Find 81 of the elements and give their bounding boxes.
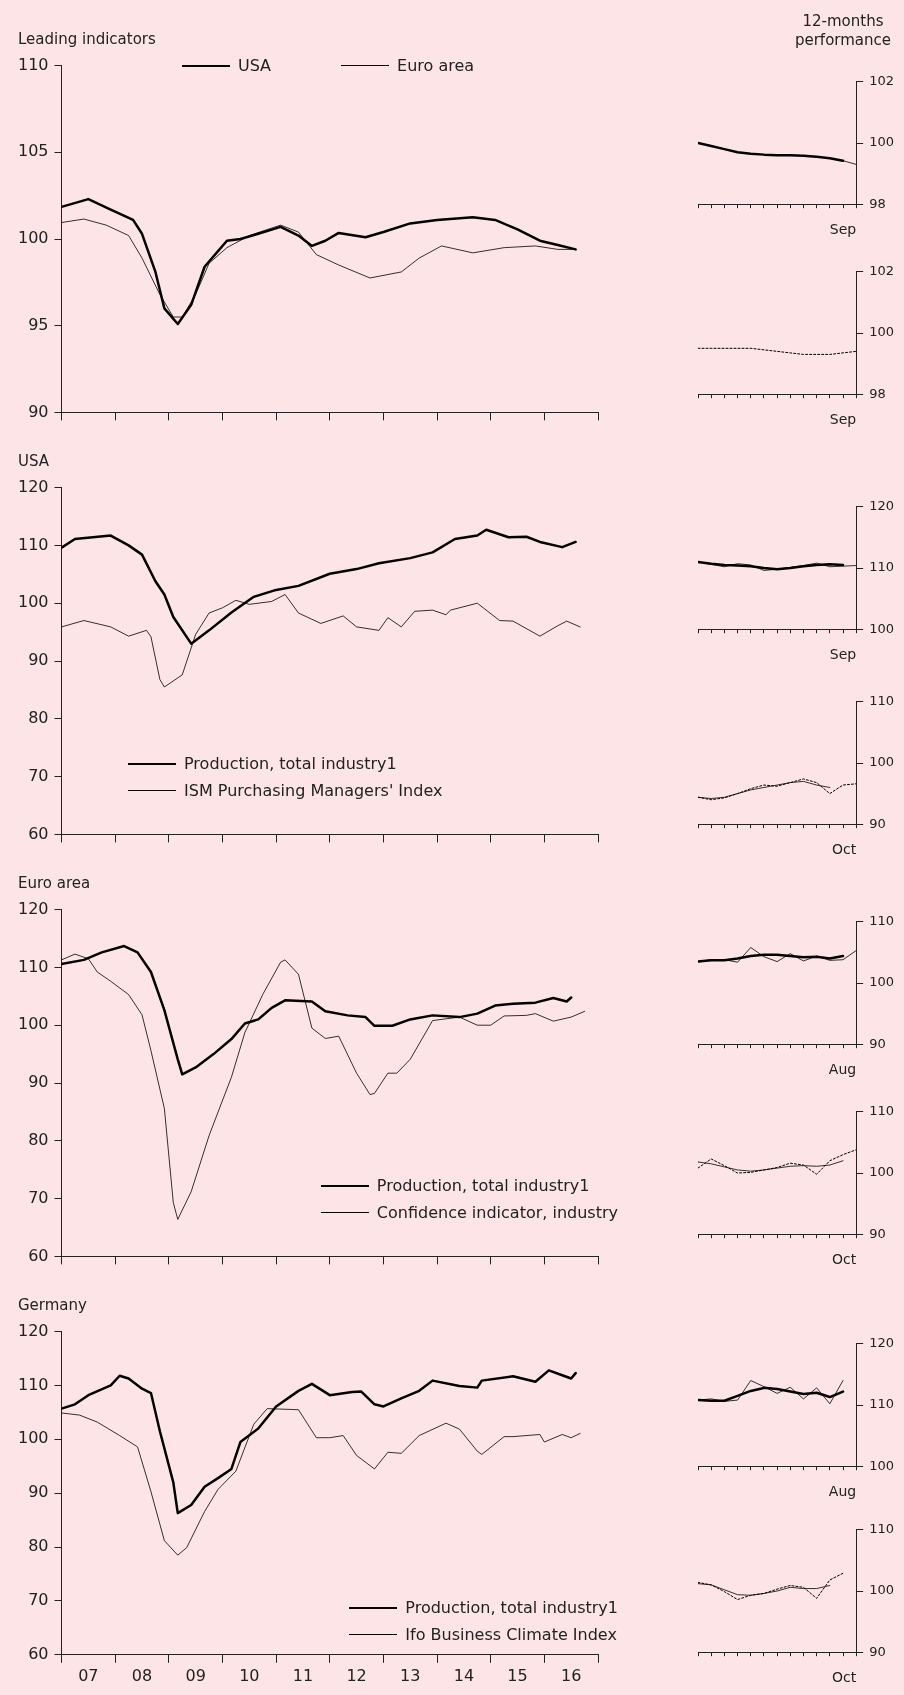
x-axis-title: Sep: [829, 411, 857, 428]
legend-label: Euro area: [397, 56, 475, 75]
y-tick-label: 100: [869, 1457, 895, 1473]
y-tick-label: 110: [17, 1374, 49, 1394]
y-tick-label: 80: [28, 1536, 49, 1556]
y-tick-label: 95: [28, 314, 49, 334]
x-tick-label: 14: [453, 1665, 475, 1685]
y-tick-label: 60: [28, 1643, 49, 1663]
y-tick-label: 90: [869, 1225, 886, 1241]
x-tick-label: 08: [131, 1665, 153, 1685]
y-tick-label: 90: [28, 401, 49, 421]
y-tick-label: 90: [869, 1035, 886, 1051]
x-tick-label: 12: [346, 1665, 367, 1685]
y-tick-label: 110: [869, 1103, 895, 1119]
y-tick-label: 110: [869, 1521, 895, 1537]
x-tick-label: 15: [507, 1665, 528, 1685]
y-tick-label: 100: [869, 134, 895, 150]
chart-title: 12-months performance: [793, 12, 893, 50]
y-tick-label: 100: [17, 592, 49, 612]
y-tick-label: 100: [869, 1164, 895, 1180]
x-tick-label: 09: [185, 1665, 206, 1685]
y-tick-label: 110: [17, 54, 49, 74]
y-tick-label: 100: [869, 754, 895, 770]
chart-title: USA: [18, 452, 50, 470]
x-axis-title: Oct: [831, 1669, 857, 1686]
x-axis-title: Sep: [829, 221, 857, 238]
y-tick-label: 90: [28, 1072, 49, 1092]
y-tick-label: 100: [17, 228, 49, 248]
y-tick-label: 120: [17, 1320, 49, 1340]
y-tick-label: 60: [28, 1245, 49, 1265]
x-tick-label: 10: [239, 1665, 260, 1685]
y-tick-label: 80: [28, 1129, 49, 1149]
x-tick-label: 13: [400, 1665, 421, 1685]
y-tick-label: 70: [28, 765, 49, 785]
y-tick-label: 102: [869, 73, 895, 89]
y-tick-label: 60: [28, 823, 49, 843]
y-tick-label: 98: [869, 385, 886, 401]
legend-label: USA: [237, 56, 272, 75]
y-tick-label: 110: [17, 534, 49, 554]
y-tick-label: 90: [869, 815, 886, 831]
y-tick-label: 110: [17, 956, 49, 976]
y-tick-label: 100: [869, 620, 895, 636]
y-tick-label: 90: [28, 650, 49, 670]
y-tick-label: 98: [869, 195, 886, 211]
legend-label: Production, total industry1: [184, 754, 397, 773]
legend-label: Ifo Business Climate Index: [405, 1625, 617, 1644]
y-tick-label: 90: [869, 1643, 886, 1659]
y-tick-label: 110: [869, 559, 895, 575]
y-tick-label: 70: [28, 1590, 49, 1610]
x-axis-title: Aug: [828, 1483, 857, 1500]
x-axis-title: Sep: [829, 646, 857, 663]
y-tick-label: 100: [869, 974, 895, 990]
y-tick-label: 110: [869, 913, 895, 929]
y-tick-label: 100: [17, 1014, 49, 1034]
chart-title: Euro area: [18, 874, 91, 892]
chart-title: Leading indicators: [18, 30, 156, 48]
y-tick-label: 120: [17, 476, 49, 496]
y-tick-label: 110: [869, 693, 895, 709]
legend-label: Production, total industry1: [376, 1176, 590, 1195]
y-tick-label: 110: [869, 1396, 895, 1412]
y-tick-label: 120: [17, 898, 49, 918]
legend-label: ISM Purchasing Managers' Index: [184, 781, 443, 800]
y-tick-label: 102: [869, 263, 895, 279]
legend-label: Production, total industry1: [405, 1598, 618, 1617]
y-tick-label: 90: [28, 1482, 49, 1502]
y-tick-label: 100: [869, 1582, 895, 1598]
x-axis-title: Oct: [831, 1251, 857, 1268]
x-tick-label: 07: [78, 1665, 99, 1685]
y-tick-label: 100: [869, 324, 895, 340]
x-axis-title: Aug: [828, 1061, 857, 1078]
x-tick-label: 11: [292, 1665, 314, 1685]
y-tick-label: 100: [17, 1428, 49, 1448]
legend-label: Confidence indicator, industry: [376, 1203, 618, 1222]
y-tick-label: 70: [28, 1187, 49, 1207]
y-tick-label: 80: [28, 707, 49, 727]
y-tick-label: 120: [869, 1335, 895, 1351]
y-tick-label: 120: [869, 498, 895, 514]
chart-title: Germany: [18, 1296, 87, 1314]
x-axis-title: Oct: [831, 841, 857, 858]
y-tick-label: 105: [17, 141, 49, 161]
x-tick-label: 16: [561, 1665, 582, 1685]
